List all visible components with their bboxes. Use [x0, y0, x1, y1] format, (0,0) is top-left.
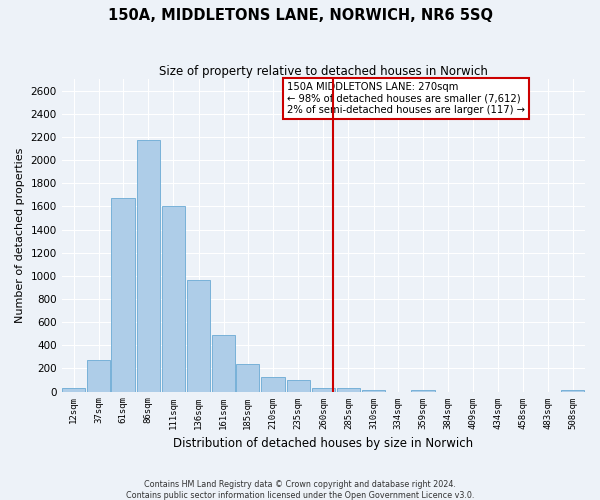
Text: 150A, MIDDLETONS LANE, NORWICH, NR6 5SQ: 150A, MIDDLETONS LANE, NORWICH, NR6 5SQ [107, 8, 493, 22]
Bar [287, 380, 310, 392]
Text: Contains HM Land Registry data © Crown copyright and database right 2024.
Contai: Contains HM Land Registry data © Crown c… [126, 480, 474, 500]
Bar [262, 377, 284, 392]
Bar [562, 390, 584, 392]
Bar [162, 206, 185, 392]
Bar [187, 280, 210, 392]
X-axis label: Distribution of detached houses by size in Norwich: Distribution of detached houses by size … [173, 437, 473, 450]
Title: Size of property relative to detached houses in Norwich: Size of property relative to detached ho… [159, 65, 488, 78]
Bar [362, 390, 385, 392]
Text: 150A MIDDLETONS LANE: 270sqm
← 98% of detached houses are smaller (7,612)
2% of : 150A MIDDLETONS LANE: 270sqm ← 98% of de… [287, 82, 525, 116]
Bar [412, 390, 434, 392]
Bar [88, 360, 110, 392]
Bar [236, 364, 259, 392]
Bar [312, 388, 335, 392]
Bar [212, 335, 235, 392]
Bar [62, 388, 85, 392]
Bar [112, 198, 134, 392]
Bar [337, 388, 360, 392]
Y-axis label: Number of detached properties: Number of detached properties [15, 148, 25, 323]
Bar [137, 140, 160, 392]
